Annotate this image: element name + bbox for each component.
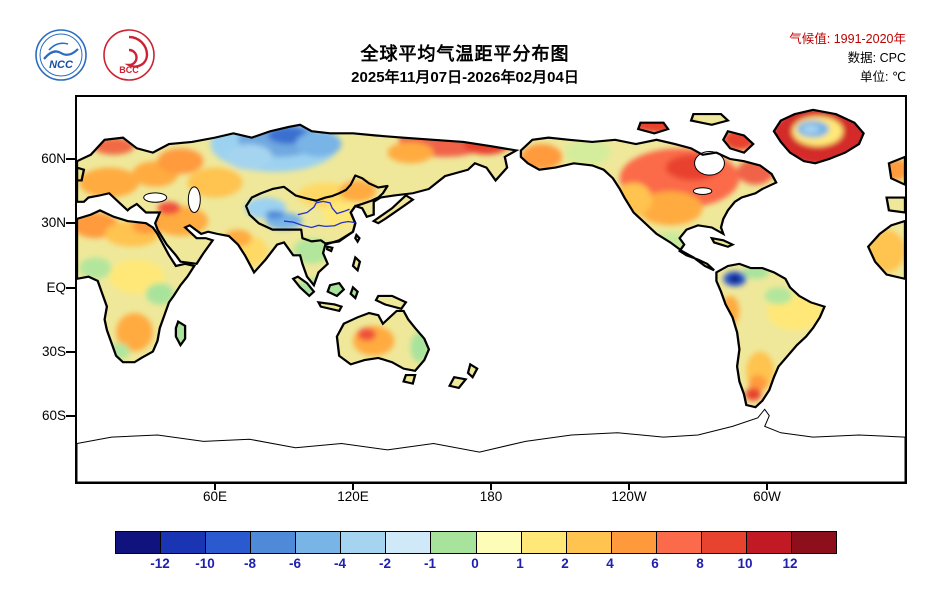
bcc-logo-text: BCC [119, 65, 139, 75]
colorbar-label: -6 [288, 556, 302, 571]
world-map [77, 108, 905, 482]
xtick-180: 180 [479, 489, 503, 504]
meta-climate: 气候值: 1991-2020年 [789, 32, 906, 46]
colorbar-label: -1 [423, 556, 437, 571]
ytick-30s: 30S [41, 344, 66, 359]
ncc-logo: NCC [34, 28, 88, 87]
antarctica [77, 409, 905, 482]
ytick-60s: 60S [41, 408, 66, 423]
colorbar-cell [611, 532, 657, 553]
colorbar-label: -2 [378, 556, 392, 571]
ytick-eq: EQ [46, 280, 66, 295]
map-frame [75, 95, 907, 484]
colorbar-label: -8 [243, 556, 257, 571]
black-sea [144, 193, 167, 202]
ytick-60n: 60N [41, 151, 66, 166]
ncc-logo-graphic: NCC [35, 29, 87, 81]
meta-block: 气候值: 1991-2020年 数据: CPC 单位: ℃ [789, 30, 906, 87]
colorbar-cell [476, 532, 522, 553]
colorbar-label: 10 [737, 556, 753, 571]
colorbar-cell [161, 532, 207, 553]
colorbar-cell [386, 532, 432, 553]
ytick-mark [66, 158, 75, 160]
xtick-mark [352, 484, 354, 490]
colorbar-label: -12 [150, 556, 170, 571]
colorbar-labels: -12 -10 -8 -6 -4 -2 -1 0 1 2 4 6 8 10 12 [115, 556, 835, 574]
xtick-120w: 120W [611, 489, 647, 504]
meta-data-source: 数据: CPC [847, 51, 906, 65]
china-border [246, 175, 387, 243]
ytick-mark [66, 222, 75, 224]
xtick-60w: 60W [753, 489, 781, 504]
colorbar [115, 531, 837, 554]
caspian-sea [188, 187, 200, 213]
xtick-60e: 60E [202, 489, 228, 504]
map-subtitle: 2025年11月07日-2026年02月04日 [351, 69, 579, 86]
ytick-30n: 30N [41, 215, 66, 230]
ncc-logo-text: NCC [49, 59, 74, 71]
colorbar-label: 6 [651, 556, 659, 571]
xtick-120e: 120E [337, 489, 369, 504]
ytick-mark [66, 287, 75, 289]
colorbar-label: 0 [471, 556, 479, 571]
anomaly-field [77, 109, 905, 408]
colorbar-label: 8 [696, 556, 704, 571]
colorbar-cell [341, 532, 387, 553]
colorbar-label: 12 [782, 556, 798, 571]
bcc-logo-graphic: BCC [103, 29, 155, 81]
colorbar-cell [521, 532, 567, 553]
colorbar-cell [206, 532, 252, 553]
xtick-mark [628, 484, 630, 490]
colorbar-label: -10 [195, 556, 215, 571]
yellow-river [298, 201, 350, 214]
colorbar-label: 4 [606, 556, 614, 571]
meta-unit: 单位: ℃ [860, 70, 906, 84]
xtick-mark [490, 484, 492, 490]
bcc-logo: BCC [102, 28, 156, 87]
xtick-mark [214, 484, 216, 490]
ytick-mark [66, 415, 75, 417]
great-lakes [693, 188, 711, 195]
colorbar-label: 2 [561, 556, 569, 571]
map-title: 全球平均气温距平分布图 [360, 44, 570, 64]
colorbar-cell [701, 532, 747, 553]
colorbar-label: -4 [333, 556, 347, 571]
hudson-bay [695, 152, 725, 176]
colorbar-cell [656, 532, 702, 553]
colorbar-cell [116, 532, 162, 553]
colorbar-cell [566, 532, 612, 553]
yangtze-river [284, 221, 355, 227]
colorbar-cell [746, 532, 792, 553]
colorbar-cell [791, 532, 836, 553]
ytick-mark [66, 351, 75, 353]
xtick-mark [766, 484, 768, 490]
colorbar-cell [431, 532, 477, 553]
colorbar-label: 1 [516, 556, 524, 571]
colorbar-cell [296, 532, 342, 553]
colorbar-cell [251, 532, 297, 553]
